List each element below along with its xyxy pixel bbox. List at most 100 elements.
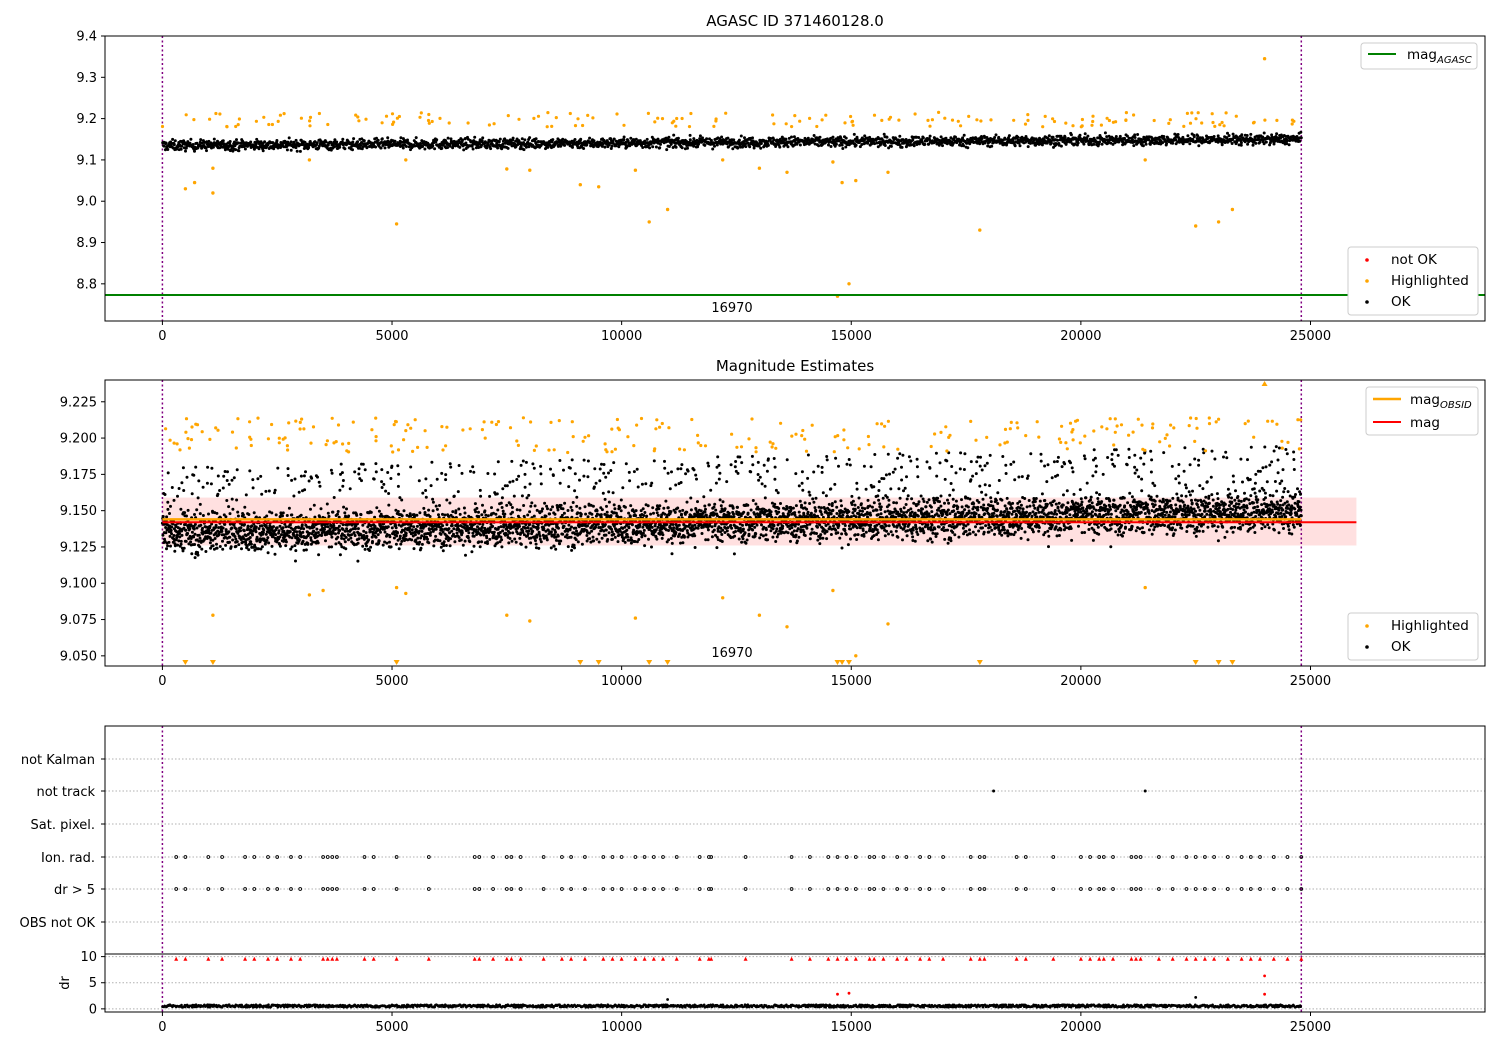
ok-point: [570, 508, 574, 512]
highlighted-point: [505, 167, 509, 171]
ok-point: [234, 544, 238, 548]
ok-point: [347, 514, 351, 518]
ok-point: [508, 480, 512, 484]
ok-point: [622, 537, 626, 541]
ok-point: [429, 531, 433, 534]
ok-point: [507, 541, 511, 545]
ok-point: [501, 142, 505, 146]
ok-point: [464, 553, 467, 557]
ok-point: [575, 495, 579, 499]
ok-point: [400, 539, 404, 543]
ok-point: [563, 143, 567, 147]
ok-point: [496, 508, 500, 512]
highlighted-point: [937, 110, 941, 114]
ok-point: [201, 514, 205, 517]
ok-point: [469, 469, 472, 473]
ok-point: [198, 512, 202, 516]
ok-point: [508, 537, 512, 540]
ok-point: [577, 142, 581, 146]
highlighted-point: [815, 124, 819, 129]
ok-point: [307, 479, 311, 483]
highlighted-point: [1051, 117, 1055, 121]
ok-point: [312, 503, 316, 507]
highlighted-point: [1071, 124, 1075, 128]
ok-point: [600, 536, 604, 540]
ok-point: [180, 533, 184, 537]
ok-point: [732, 138, 736, 142]
ok-point: [1136, 133, 1140, 136]
ok-point: [590, 512, 594, 516]
ok-point: [542, 536, 546, 540]
ok-point: [356, 541, 360, 545]
ok-point: [267, 489, 271, 493]
ok-point: [214, 523, 218, 527]
ok-point: [997, 135, 1001, 139]
ok-point: [588, 136, 592, 140]
highlighted-point: [1023, 122, 1028, 126]
ok-point: [275, 139, 279, 142]
ok-point: [190, 530, 194, 534]
highlighted-point: [1230, 207, 1235, 212]
ok-point: [431, 497, 435, 501]
ok-point: [409, 524, 413, 528]
ok-point: [369, 545, 373, 549]
ok-point: [441, 549, 445, 553]
ok-point: [272, 525, 275, 529]
ok-point: [739, 134, 743, 138]
ok-point: [744, 145, 748, 149]
ok-point: [365, 534, 369, 538]
ok-point: [424, 489, 428, 492]
ok-point: [331, 510, 335, 514]
highlighted-point: [1091, 119, 1095, 124]
ok-point: [456, 142, 460, 146]
ok-point: [529, 504, 533, 508]
ok-point: [488, 537, 492, 541]
ok-point: [505, 484, 509, 488]
ok-point: [490, 506, 493, 510]
ok-point: [226, 470, 229, 474]
ok-point: [1197, 144, 1201, 148]
ok-point: [317, 553, 321, 557]
ok-point: [457, 507, 461, 511]
ok-point: [519, 542, 523, 546]
ok-point: [477, 540, 481, 544]
ok-point: [356, 527, 360, 531]
highlighted-point: [647, 220, 651, 224]
highlighted-point: [793, 114, 797, 118]
ok-point: [225, 479, 229, 482]
highlighted-point: [1026, 113, 1030, 117]
ok-point: [383, 146, 387, 150]
ok-point: [1047, 134, 1051, 138]
ok-point: [410, 528, 414, 532]
ok-point: [384, 489, 388, 493]
highlighted-point: [854, 178, 858, 183]
ok-point: [551, 505, 554, 509]
ok-point: [844, 145, 848, 149]
ok-point: [558, 459, 562, 462]
ok-point: [480, 513, 484, 517]
ok-point: [299, 513, 303, 517]
ok-point: [302, 527, 306, 531]
highlighted-point: [1143, 158, 1147, 162]
ok-point: [1165, 142, 1169, 145]
ok-point: [184, 539, 188, 543]
ok-point: [627, 526, 631, 530]
highlighted-point: [1168, 118, 1172, 122]
ok-point: [381, 543, 385, 547]
x-tick-label: 0: [158, 329, 166, 344]
ok-point: [1082, 142, 1086, 146]
ok-point: [223, 522, 227, 526]
highlighted-point: [1041, 125, 1045, 129]
ok-point: [398, 496, 402, 500]
y-tick-label: 8.8: [76, 277, 97, 292]
ok-point: [501, 487, 505, 491]
highlighted-point: [1124, 118, 1128, 122]
ok-point: [312, 529, 316, 533]
ok-point: [511, 531, 515, 535]
ok-point: [500, 545, 504, 549]
ok-point: [216, 492, 220, 496]
ok-point: [477, 515, 481, 518]
ok-point: [450, 524, 454, 527]
ok-point: [179, 539, 183, 543]
